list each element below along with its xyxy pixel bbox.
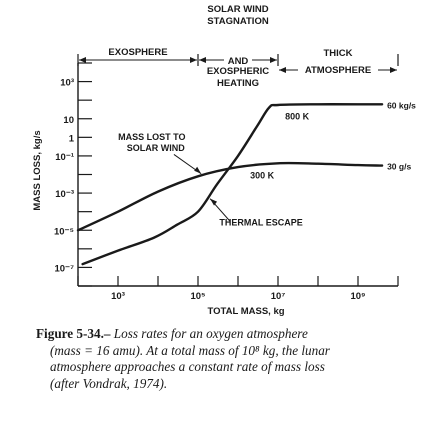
figure-caption: Figure 5-34.– Loss rates for an oxygen a…: [36, 326, 416, 392]
caption-line-4: (after Vondrak, 1974).: [50, 375, 168, 391]
y-tick-label: 10⁻⁷: [54, 263, 74, 274]
caption-number: Figure 5-34.–: [36, 326, 111, 341]
caption-line-2: (mass = 16 amu). At a total mass of 10⁸ …: [50, 342, 330, 358]
x-axis-title: TOTAL MASS, kg: [207, 306, 284, 317]
caption-line-3: atmosphere approaches a constant rate of…: [50, 359, 325, 374]
y-tick-label: 1: [69, 133, 75, 144]
region-label-stagnation: EXOSPHERIC: [207, 66, 269, 77]
y-tick-label: 10⁻¹: [55, 152, 74, 163]
caption-line-1: Loss rates for an oxygen atmosphere: [113, 326, 308, 341]
region-arrow-atmosphere-head-left: [279, 67, 286, 73]
region-label-thick: THICK: [323, 48, 352, 59]
x-tick-label: 10⁷: [271, 291, 286, 302]
region-arrow-atmosphere-head-right: [390, 67, 397, 73]
series-lines: [76, 103, 384, 266]
x-tick-label: 10⁹: [350, 291, 365, 302]
x-tick-label: 10³: [111, 291, 125, 302]
region-label-exosphere: EXOSPHERE: [108, 47, 167, 58]
solar-wind-pointer-head: [194, 166, 202, 174]
series-label-thermal-escape: THERMAL ESCAPE: [219, 217, 302, 227]
series-end-label-60kgs: 60 kg/s: [387, 100, 416, 110]
region-arrow-exosphere-head-right: [190, 57, 197, 63]
y-tick-label: 10⁻⁵: [54, 226, 74, 237]
temperature-label-300k: 300 K: [250, 170, 275, 180]
temperature-label-800k: 800 K: [285, 111, 310, 121]
series-solar-wind: [76, 161, 384, 232]
curve-labels: 60 kg/s 30 g/s 800 K 300 K MASS LOST TOSOLAR…: [118, 100, 416, 227]
series-label-solar-wind: MASS LOST TO: [118, 132, 185, 142]
y-axis-title: MASS LOSS, kg/s: [32, 130, 43, 210]
y-tick-label: 10³: [60, 78, 74, 89]
x-tick-label: 10⁵: [190, 291, 205, 302]
region-label-stagnation: AND: [228, 56, 249, 67]
series-thermal-escape: [81, 103, 384, 266]
region-label-atmosphere: ATMOSPHERE: [305, 65, 371, 76]
region-arrow-exosphere-head-left: [79, 57, 86, 63]
region-arrow-stagnation-head-right: [270, 57, 277, 63]
region-label-stagnation: HEATING: [217, 78, 259, 89]
region-label-stagnation: SOLAR WIND: [207, 4, 268, 15]
y-tick-label: 10⁻³: [55, 189, 74, 200]
region-label-stagnation: STAGNATION: [207, 16, 269, 27]
series-label-solar-wind: SOLAR WIND: [127, 143, 185, 153]
region-arrow-stagnation-head-left: [199, 57, 206, 63]
series-end-label-30gs: 30 g/s: [387, 162, 411, 172]
y-tick-label: 10: [63, 115, 74, 126]
axes: 10³ 10⁵ 10⁷ 10⁹ 10³ 10 10⁻¹ 10⁻³ 10⁻⁵ 10⁻⁷ 1 TOTAL …: [32, 62, 399, 317]
thermal-escape-pointer-head: [210, 198, 218, 206]
